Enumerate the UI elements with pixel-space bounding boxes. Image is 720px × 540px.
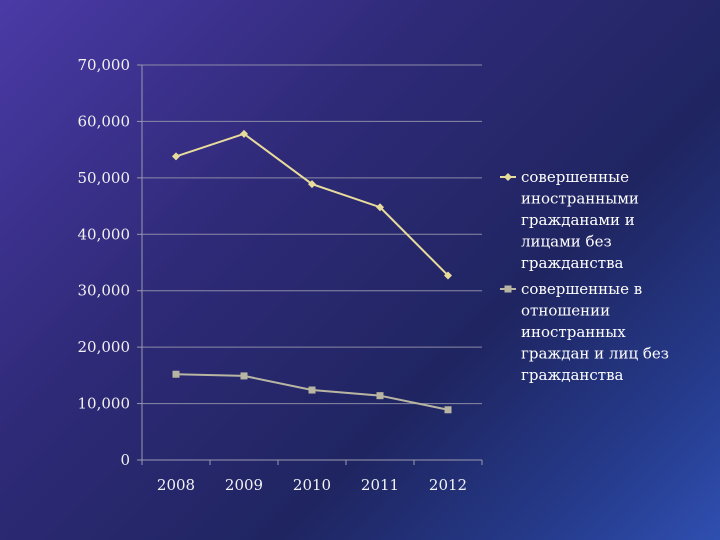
- y-tick-label: 50,000: [78, 169, 131, 187]
- x-tick-label: 2012: [429, 476, 467, 494]
- x-tick-label: 2011: [361, 476, 399, 494]
- legend-label-1: совершенные иностранными гражданами и лицам…: [521, 168, 639, 272]
- data-point: [240, 129, 248, 138]
- legend-label-line: гражданами и: [521, 211, 635, 229]
- y-tick-label: 60,000: [78, 112, 131, 130]
- data-point: [172, 370, 180, 378]
- legend-label-line: граждан и лиц без: [521, 345, 669, 363]
- legend-label-line: отношении: [521, 302, 610, 320]
- legend-label-2: совершенные в отношении иностранных граждан…: [521, 280, 669, 384]
- y-tick-label: 40,000: [78, 225, 131, 243]
- data-point: [172, 152, 180, 161]
- legend-marker: [504, 285, 512, 293]
- data-point: [444, 271, 452, 280]
- y-axis-ticks: 0 10,000 20,000 30,000 40,000 50,000 60,000 70,…: [78, 56, 142, 469]
- data-point: [376, 392, 384, 400]
- legend-label-line: гражданства: [521, 366, 624, 384]
- y-tick-label: 20,000: [78, 338, 131, 356]
- y-tick-label: 0: [120, 451, 130, 469]
- x-tick-label: 2009: [225, 476, 263, 494]
- x-tick-label: 2008: [157, 476, 195, 494]
- data-point: [444, 406, 452, 414]
- y-tick-label: 10,000: [78, 395, 131, 413]
- legend-label-line: лицами без: [521, 233, 612, 251]
- gridlines: [142, 64, 482, 405]
- legend-label-line: совершенные в: [521, 280, 642, 298]
- data-point: [240, 372, 248, 380]
- data-point: [308, 386, 316, 394]
- x-axis-ticks: 2008 2009 2010 2011 2012: [141, 460, 483, 494]
- legend-label-line: иностранных: [521, 323, 626, 341]
- data-point: [376, 203, 384, 212]
- y-tick-label: 30,000: [78, 282, 131, 300]
- legend-marker: [504, 173, 512, 181]
- legend-label-line: гражданства: [521, 254, 624, 272]
- series-group: [172, 129, 452, 414]
- legend: совершенные иностранными гражданами и лицам…: [500, 168, 669, 384]
- data-point: [308, 180, 316, 189]
- y-tick-label: 70,000: [78, 56, 131, 74]
- axes: [141, 65, 482, 461]
- legend-label-line: совершенные: [521, 168, 629, 186]
- x-tick-label: 2010: [293, 476, 331, 494]
- legend-label-line: иностранными: [521, 190, 639, 208]
- series-line-1: [175, 132, 449, 277]
